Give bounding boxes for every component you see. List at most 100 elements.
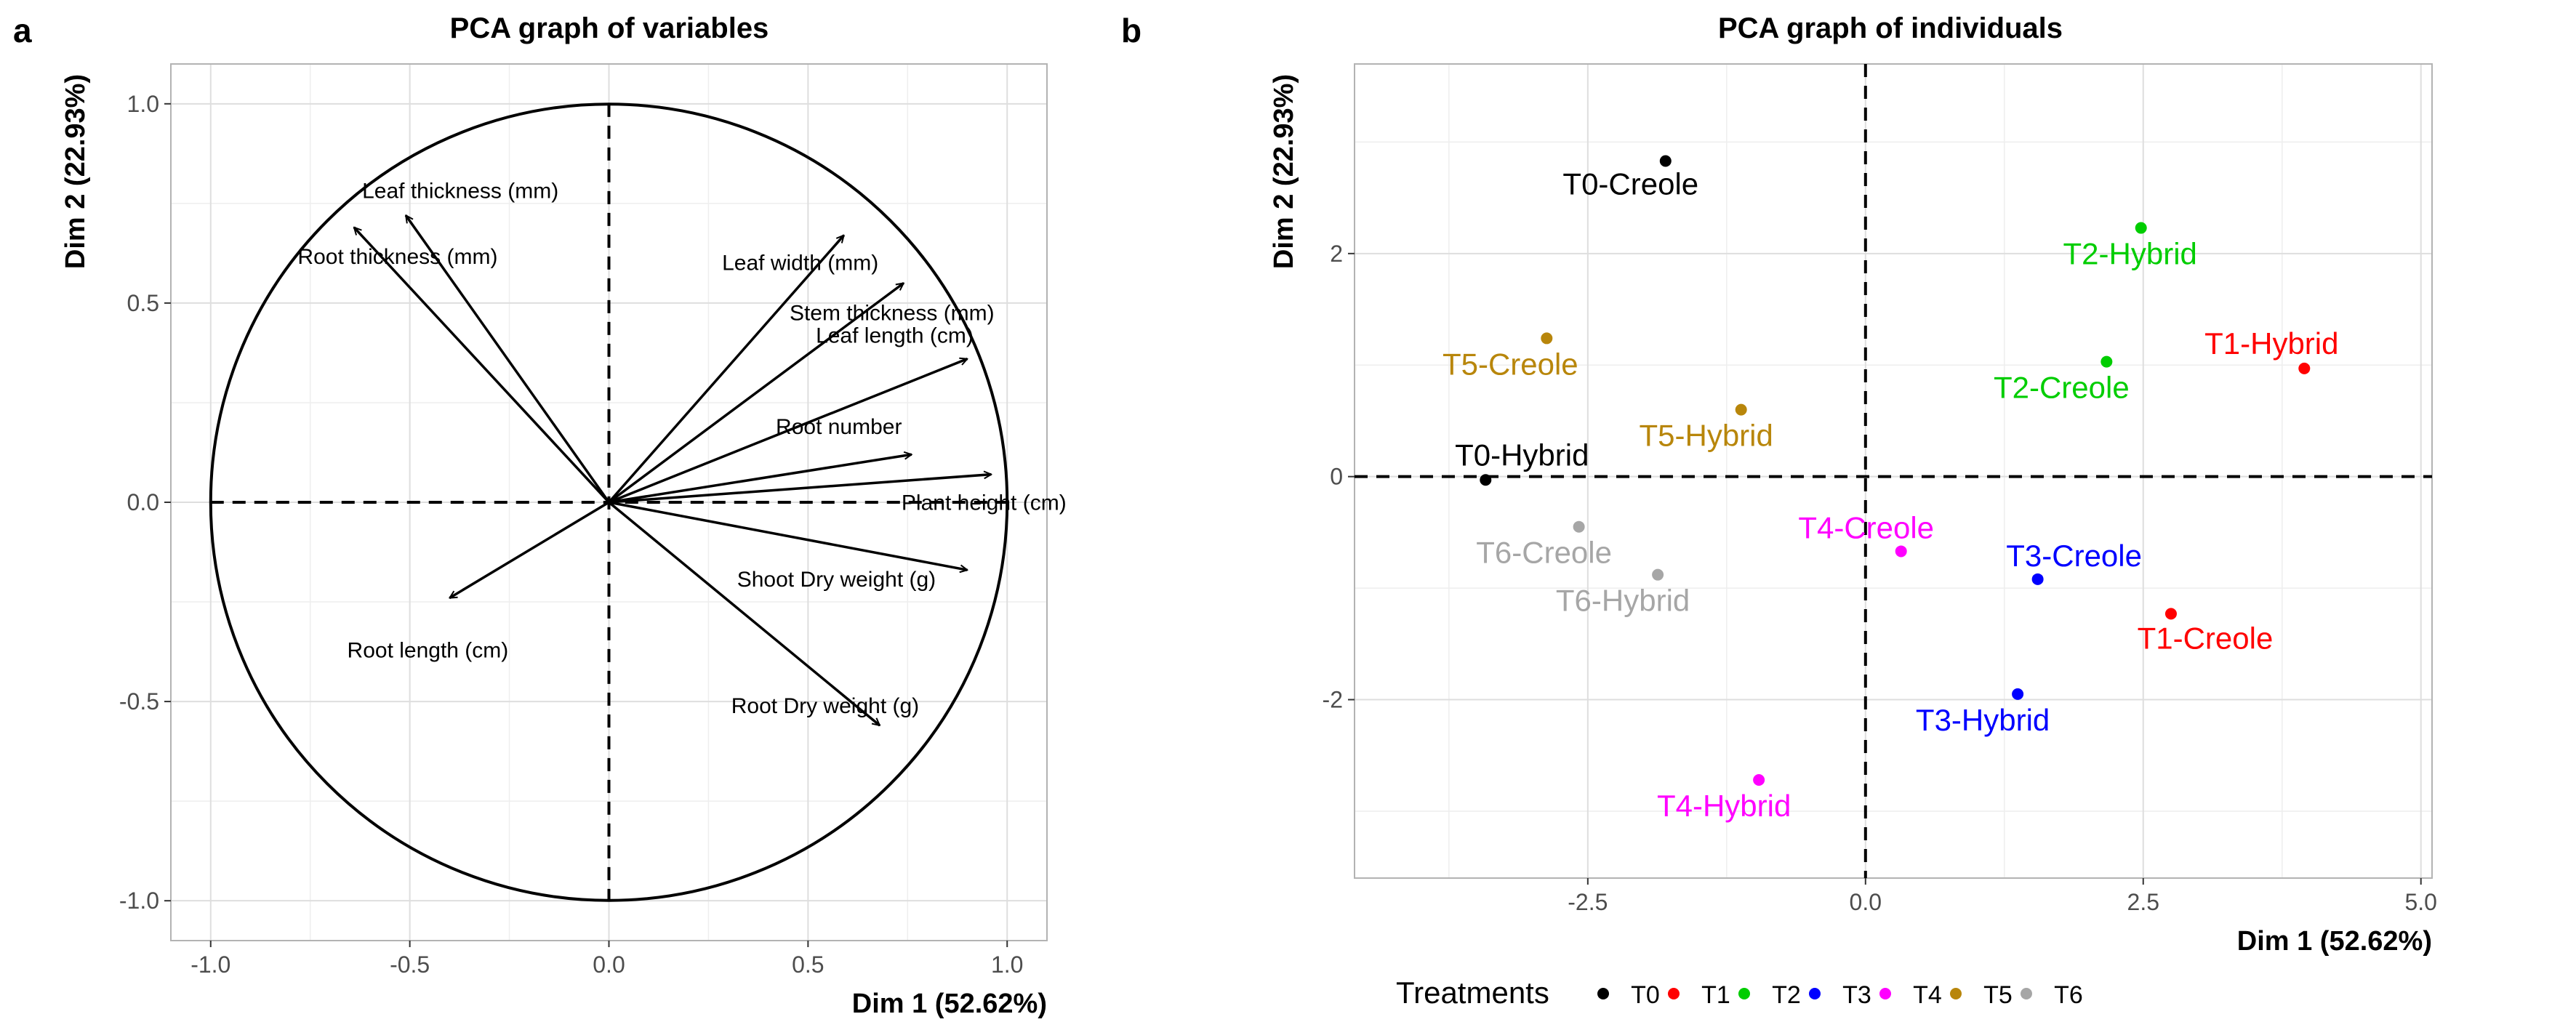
individual-point bbox=[2031, 573, 2044, 585]
x-tick-label: -2.5 bbox=[1568, 889, 1608, 915]
variable-label: Root length (cm) bbox=[348, 639, 509, 663]
y-tick-label: 0.0 bbox=[127, 489, 159, 515]
individual-label: T4-Hybrid bbox=[1657, 789, 1791, 823]
individual-point bbox=[1652, 568, 1664, 581]
variable-arrow bbox=[608, 236, 844, 504]
individual-point bbox=[2164, 608, 2177, 620]
individual-point bbox=[2135, 222, 2147, 234]
individual-label: T6-Hybrid bbox=[1556, 584, 1690, 618]
variable-label: Plant height (cm) bbox=[902, 491, 1067, 515]
legend: Treatments T0 T1 T2 T3 T4 T5 T6 bbox=[1396, 975, 2083, 1010]
legend-key bbox=[1738, 988, 1750, 999]
x-tick-label: 0.0 bbox=[593, 951, 625, 978]
plot-border bbox=[1354, 63, 2433, 879]
legend-label: T2 bbox=[1772, 981, 1801, 1009]
y-tick-label: 1.0 bbox=[127, 91, 159, 117]
individual-label: T5-Hybrid bbox=[1639, 419, 1773, 453]
panel-letter-b: b bbox=[1121, 12, 1141, 49]
grid-minor bbox=[1355, 64, 2432, 878]
individual-point bbox=[1735, 403, 1747, 416]
individual-label: T6-Creole bbox=[1476, 536, 1612, 570]
legend-title: Treatments bbox=[1396, 975, 1549, 1010]
individual-label: T1-Creole bbox=[2138, 621, 2274, 655]
x-ticks: -2.5 0.0 2.5 5.0 bbox=[1568, 878, 2437, 915]
individual-point bbox=[1659, 155, 1672, 167]
individual-point bbox=[1541, 332, 1553, 345]
variable-arrow bbox=[404, 215, 610, 504]
panel-letter-a: a bbox=[13, 12, 32, 49]
variable-label: Root number bbox=[776, 415, 902, 439]
x-axis-label: Dim 1 (52.62%) bbox=[2237, 926, 2432, 957]
variables-chart-title: PCA graph of variables bbox=[450, 12, 769, 44]
variable-arrow bbox=[608, 501, 880, 725]
legend-label: T6 bbox=[2054, 981, 2083, 1009]
x-tick-label: 0.0 bbox=[1850, 889, 1882, 915]
variable-arrow bbox=[609, 475, 992, 504]
variable-label: Root Dry weight (g) bbox=[731, 694, 919, 718]
y-ticks: -1.0 -0.5 0.0 0.5 1.0 bbox=[119, 91, 171, 914]
individual-label: T5-Creole bbox=[1443, 347, 1578, 381]
individual-label: T0-Hybrid bbox=[1455, 438, 1589, 472]
variable-label: Root thickness (mm) bbox=[297, 245, 497, 269]
legend-label: T3 bbox=[1842, 981, 1871, 1009]
legend-items: T0 T1 T2 T3 T4 T5 T6 bbox=[1597, 981, 2083, 1009]
y-tick-label: 0.5 bbox=[127, 290, 159, 316]
legend-key bbox=[1597, 988, 1609, 999]
legend-label: T0 bbox=[1631, 981, 1660, 1009]
individual-label: T4-Creole bbox=[1798, 510, 1934, 544]
legend-key bbox=[1809, 988, 1821, 999]
individuals-chart-title: PCA graph of individuals bbox=[1718, 12, 2063, 44]
legend-label: T4 bbox=[1913, 981, 1942, 1009]
y-tick-label: 0 bbox=[1330, 464, 1343, 490]
y-tick-label: -2 bbox=[1323, 687, 1343, 713]
x-tick-label: 1.0 bbox=[991, 951, 1023, 978]
y-ticks: -2 0 2 bbox=[1323, 241, 1355, 713]
individual-label: T0-Creole bbox=[1562, 166, 1698, 201]
x-tick-label: 0.5 bbox=[792, 951, 824, 978]
variable-label: Stem thickness (mm) bbox=[790, 302, 995, 326]
variable-arrow bbox=[609, 454, 912, 504]
individual-point bbox=[1895, 545, 1907, 558]
variable-label: Leaf thickness (mm) bbox=[362, 179, 558, 203]
individual-point bbox=[1480, 474, 1492, 486]
variable-labels: Leaf thickness (mm) Root thickness (mm) Le… bbox=[297, 179, 1066, 718]
individual-labels: T0-Creole T0-Hybrid T1-Hybrid T1-Creole T2-H… bbox=[1443, 166, 2339, 823]
variable-arrow bbox=[449, 501, 610, 600]
x-tick-label: -1.0 bbox=[190, 951, 230, 978]
individual-label: T3-Creole bbox=[2006, 539, 2142, 573]
x-ticks: -1.0 -0.5 0.0 0.5 1.0 bbox=[190, 941, 1023, 978]
legend-key bbox=[1879, 988, 1891, 999]
individual-point bbox=[2012, 688, 2024, 700]
individual-label: T2-Hybrid bbox=[2063, 237, 2197, 271]
legend-key bbox=[1950, 988, 1962, 999]
variable-label: Leaf length (cm) bbox=[816, 324, 974, 348]
y-tick-label: 2 bbox=[1330, 241, 1343, 267]
variable-label: Leaf width (mm) bbox=[722, 252, 878, 275]
variable-arrow bbox=[609, 501, 968, 570]
y-tick-label: -0.5 bbox=[119, 688, 159, 715]
legend-key bbox=[2021, 988, 2032, 999]
x-tick-label: -0.5 bbox=[390, 951, 430, 978]
variable-arrow bbox=[608, 282, 904, 504]
variables-chart: PCA graph of variables Leaf thickness (m… bbox=[60, 12, 1067, 1019]
variable-arrows bbox=[354, 215, 991, 725]
variable-arrow bbox=[608, 359, 968, 504]
individual-label: T3-Hybrid bbox=[1916, 703, 2050, 737]
individual-label: T2-Creole bbox=[1994, 371, 2130, 405]
individuals-chart: PCA graph of individuals T0-Creole T0-Hyb… bbox=[1269, 12, 2437, 1010]
variable-label: Shoot Dry weight (g) bbox=[737, 568, 936, 592]
y-axis-label: Dim 2 (22.93%) bbox=[60, 74, 91, 269]
legend-label: T1 bbox=[1701, 981, 1730, 1009]
x-axis-label: Dim 1 (52.62%) bbox=[852, 989, 1047, 1019]
legend-key bbox=[1668, 988, 1680, 999]
x-tick-label: 2.5 bbox=[2127, 889, 2159, 915]
x-tick-label: 5.0 bbox=[2404, 889, 2436, 915]
individual-point bbox=[2298, 362, 2311, 374]
legend-label: T5 bbox=[1983, 981, 2013, 1009]
variable-arrow bbox=[354, 228, 610, 504]
y-tick-label: -1.0 bbox=[119, 888, 159, 914]
individual-point bbox=[1573, 520, 1585, 533]
individual-label: T1-Hybrid bbox=[2204, 326, 2338, 361]
y-axis-label: Dim 2 (22.93%) bbox=[1269, 74, 1299, 269]
